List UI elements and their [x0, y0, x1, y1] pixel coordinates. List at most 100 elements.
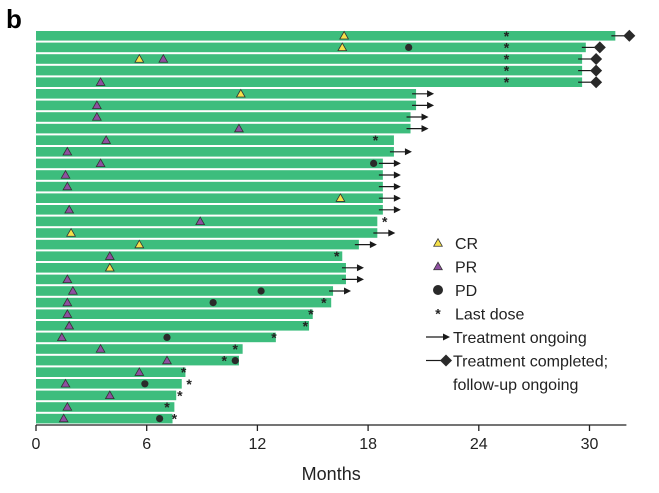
cr-marker — [235, 88, 246, 98]
patient-row: * — [36, 63, 603, 79]
legend-label: PR — [455, 260, 477, 277]
treatment-ongoing-arrow — [378, 194, 401, 202]
last-dose-marker: * — [303, 318, 309, 334]
last-dose-marker: * — [504, 74, 510, 90]
legend-pr-icon — [433, 261, 443, 271]
treatment-ongoing-arrow — [341, 275, 364, 283]
arrow-head — [393, 171, 401, 179]
duration-bar — [36, 263, 346, 273]
pr-marker — [134, 367, 145, 376]
patient-row: * — [36, 51, 603, 67]
pd-marker — [163, 333, 171, 341]
arrow-head — [393, 206, 401, 214]
pr-marker — [95, 158, 106, 168]
legend-item: * Last dose — [435, 306, 524, 324]
arrow-head — [421, 125, 429, 133]
treatment-ongoing-arrow — [341, 264, 364, 272]
last-dose-marker: * — [504, 39, 510, 55]
duration-bar — [36, 379, 182, 389]
x-tick-label: 6 — [142, 436, 151, 453]
treatment-completed-diamond — [593, 41, 606, 54]
patient-row: * — [36, 376, 192, 392]
pr-marker — [104, 390, 115, 400]
treatment-ongoing-arrow — [378, 206, 401, 214]
x-axis-label: Months — [302, 464, 361, 484]
duration-bar — [36, 89, 417, 99]
patient-row — [36, 123, 429, 134]
duration-bar — [36, 251, 343, 261]
duration-bar — [36, 100, 417, 111]
legend-label: Treatment completed; — [453, 354, 608, 371]
patient-row — [36, 158, 401, 169]
last-dose-marker: * — [186, 376, 192, 392]
patient-row: * — [36, 329, 277, 345]
arrow-head — [356, 275, 364, 283]
pr-marker — [64, 320, 75, 330]
arrow-head — [344, 287, 352, 295]
patient-row — [36, 100, 435, 111]
duration-bar — [36, 170, 383, 180]
arrow-head — [404, 148, 412, 156]
panel-label: b — [6, 4, 22, 34]
last-dose-marker: * — [172, 411, 178, 427]
arrow-head — [443, 333, 450, 341]
patient-row — [36, 262, 364, 273]
duration-bar — [36, 112, 411, 122]
last-dose-marker: * — [321, 295, 327, 311]
pr-marker — [158, 53, 169, 63]
duration-bar — [36, 135, 394, 145]
legend-item: Treatment completed; — [426, 354, 608, 371]
patient-row — [36, 146, 412, 157]
last-dose-marker: * — [308, 306, 314, 322]
patient-row — [36, 169, 401, 180]
duration-bar — [36, 42, 586, 53]
patient-row: * — [36, 353, 239, 369]
arrow-head — [393, 159, 401, 167]
patient-row: * — [36, 387, 183, 403]
patient-row: * — [36, 248, 343, 264]
cr-marker — [104, 262, 115, 272]
duration-bar — [36, 158, 383, 169]
x-tick-label: 30 — [581, 436, 599, 453]
duration-bar — [36, 181, 383, 192]
pr-marker — [62, 146, 73, 156]
last-dose-marker: * — [164, 399, 170, 415]
patient-row — [36, 285, 352, 296]
duration-bar — [36, 77, 583, 87]
cr-marker — [134, 53, 145, 63]
legend: CR PR PD * Last dose Treatment ongoing Treatme… — [426, 236, 608, 394]
pr-marker — [62, 401, 73, 411]
pd-marker — [405, 43, 413, 52]
last-dose-marker: * — [181, 364, 187, 380]
duration-bar — [36, 286, 334, 296]
treatment-completed-diamond — [590, 53, 603, 65]
legend-item: follow-up ongoing — [453, 377, 578, 394]
treatment-ongoing-arrow — [329, 287, 352, 295]
arrow-head — [393, 183, 401, 191]
patient-row — [36, 274, 364, 285]
treatment-ongoing-arrow — [378, 183, 401, 191]
cr-marker — [335, 193, 346, 202]
duration-bar — [36, 274, 346, 285]
pr-marker — [58, 413, 69, 423]
pr-marker — [62, 181, 73, 191]
patient-row: * — [36, 39, 606, 55]
pd-marker — [231, 357, 239, 365]
pd-marker — [257, 287, 265, 295]
cr-marker — [337, 42, 348, 52]
treatment-ongoing-arrow — [406, 113, 429, 121]
pd-marker — [370, 159, 378, 167]
treatment-ongoing-arrow — [378, 171, 401, 179]
pr-marker — [62, 297, 73, 307]
arrow-head — [427, 90, 435, 98]
cr-marker — [66, 227, 77, 237]
treatment-ongoing-arrow — [406, 125, 429, 133]
pr-marker — [60, 169, 71, 179]
patient-row — [36, 111, 429, 122]
x-tick-label: 0 — [32, 436, 41, 453]
patient-row: * — [36, 295, 332, 311]
duration-bar — [36, 390, 177, 401]
patient-row — [36, 88, 435, 99]
treatment-ongoing-arrow — [389, 148, 412, 156]
